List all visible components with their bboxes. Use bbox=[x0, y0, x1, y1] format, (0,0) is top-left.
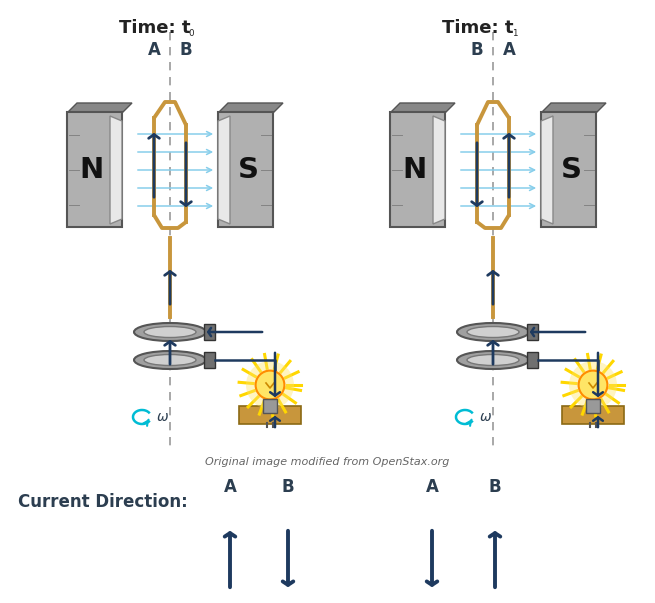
Polygon shape bbox=[218, 103, 283, 113]
Text: S: S bbox=[561, 156, 582, 184]
Text: $_0$: $_0$ bbox=[189, 25, 196, 39]
Text: Current Direction:: Current Direction: bbox=[18, 493, 188, 511]
Polygon shape bbox=[541, 116, 553, 224]
Bar bbox=[218, 112, 273, 227]
Text: Time: t: Time: t bbox=[442, 19, 514, 37]
Bar bbox=[390, 112, 445, 227]
FancyBboxPatch shape bbox=[562, 406, 624, 424]
Text: A: A bbox=[502, 41, 515, 59]
Bar bbox=[263, 399, 277, 414]
Text: B: B bbox=[282, 478, 294, 496]
Text: B: B bbox=[179, 41, 193, 59]
Bar bbox=[541, 112, 596, 227]
Ellipse shape bbox=[134, 351, 206, 369]
Circle shape bbox=[246, 361, 294, 409]
Ellipse shape bbox=[144, 326, 196, 338]
Text: N: N bbox=[402, 156, 426, 184]
Circle shape bbox=[578, 371, 607, 399]
FancyBboxPatch shape bbox=[239, 406, 301, 424]
Text: $\omega$: $\omega$ bbox=[156, 410, 169, 424]
Polygon shape bbox=[433, 116, 445, 224]
Bar bbox=[204, 324, 215, 340]
Bar bbox=[67, 112, 122, 227]
Text: $\omega$: $\omega$ bbox=[479, 410, 492, 424]
Bar bbox=[527, 324, 538, 340]
Text: S: S bbox=[238, 156, 259, 184]
Bar bbox=[204, 352, 215, 368]
Text: A: A bbox=[147, 41, 160, 59]
Text: A: A bbox=[223, 478, 236, 496]
Ellipse shape bbox=[457, 323, 529, 341]
Text: Original image modified from OpenStax.org: Original image modified from OpenStax.or… bbox=[205, 457, 449, 467]
Text: A: A bbox=[426, 478, 438, 496]
Polygon shape bbox=[110, 116, 122, 224]
Text: B: B bbox=[471, 41, 483, 59]
Ellipse shape bbox=[467, 355, 519, 365]
Ellipse shape bbox=[457, 351, 529, 369]
Text: B: B bbox=[489, 478, 501, 496]
Polygon shape bbox=[218, 116, 230, 224]
Ellipse shape bbox=[144, 355, 196, 365]
Ellipse shape bbox=[467, 326, 519, 338]
Circle shape bbox=[255, 371, 284, 399]
Polygon shape bbox=[390, 103, 455, 113]
Bar bbox=[586, 399, 600, 414]
Ellipse shape bbox=[134, 323, 206, 341]
Text: Time: t: Time: t bbox=[119, 19, 191, 37]
Polygon shape bbox=[67, 103, 132, 113]
Polygon shape bbox=[541, 103, 606, 113]
Circle shape bbox=[569, 361, 617, 409]
Text: N: N bbox=[79, 156, 103, 184]
Text: $_1$: $_1$ bbox=[512, 25, 518, 39]
Bar bbox=[527, 352, 538, 368]
